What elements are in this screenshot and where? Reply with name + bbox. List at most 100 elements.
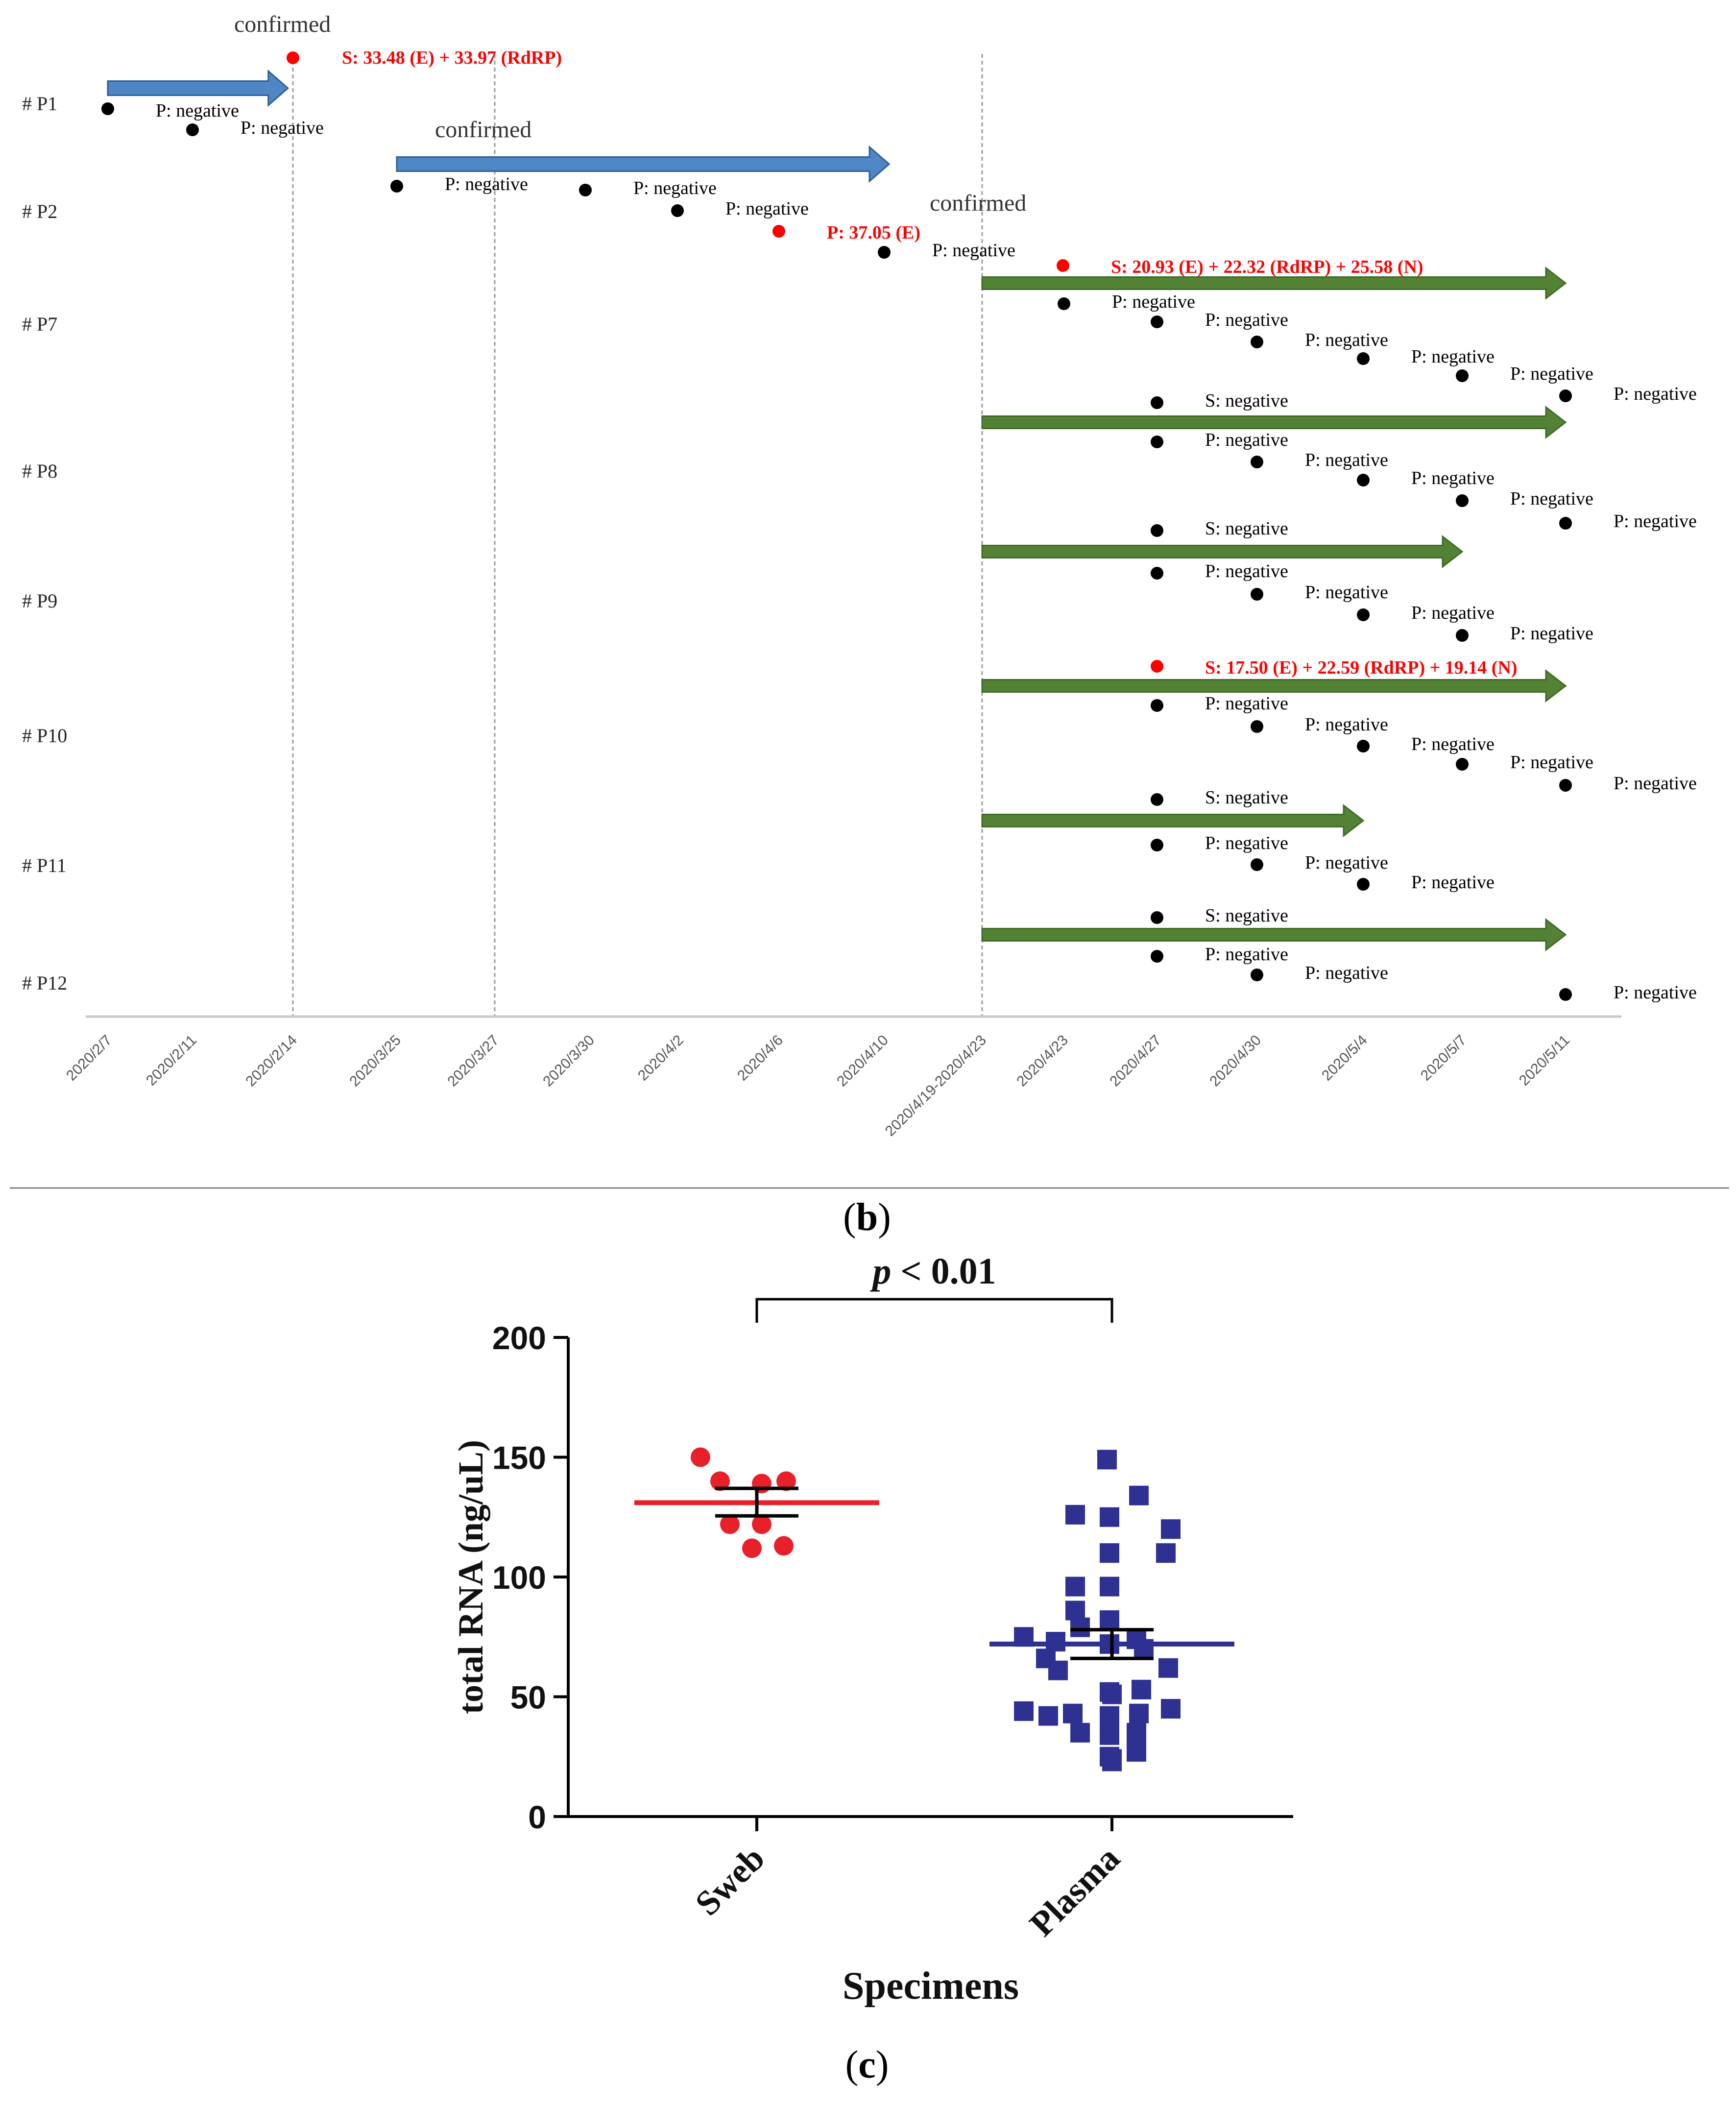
x-axis-title: Specimens (843, 1964, 1019, 2008)
scatter-points (691, 1447, 1181, 1771)
y-tick-label: 100 (492, 1559, 546, 1596)
point-label: P: negative (1510, 752, 1593, 773)
point-label: P: negative (1411, 734, 1495, 754)
arrow-p11 (981, 803, 1365, 838)
point-label: P: negative (156, 100, 239, 121)
point-label: P: negative (1205, 310, 1288, 330)
point-label: P: negative (1411, 603, 1495, 623)
plasma-point (1156, 1543, 1176, 1563)
vertical-guides (292, 54, 983, 1017)
significance-bracket (755, 1298, 1113, 1323)
timeline-point (1151, 699, 1163, 712)
row-label-p10: # P10 (22, 725, 67, 747)
timeline-point (1251, 720, 1263, 733)
sweb-point (742, 1538, 762, 1558)
timeline-point (1151, 911, 1163, 924)
plasma-point (1014, 1701, 1034, 1721)
row-label-p1: # P1 (22, 93, 57, 115)
timeline-point (1456, 494, 1469, 507)
arrow-p12 (981, 918, 1567, 952)
point-label: P: negative (1205, 944, 1288, 965)
timeline-point (287, 51, 299, 64)
plasma-point (1129, 1485, 1149, 1505)
plasma-point (1102, 1751, 1122, 1771)
x-tick-label: 2020/4/10 (834, 1032, 892, 1090)
plasma-point (1065, 1576, 1085, 1597)
arrow-p9 (981, 534, 1464, 569)
y-tick-label: 150 (492, 1440, 546, 1476)
row-label-p2: # P2 (22, 200, 57, 222)
y-tick-label: 0 (528, 1799, 546, 1835)
row-label-p11: # P11 (22, 854, 67, 876)
plasma-point (1100, 1725, 1119, 1745)
plasma-point (1038, 1706, 1058, 1726)
x-tick-label: 2020/4/23 (1013, 1032, 1071, 1090)
plasma-point (1100, 1634, 1119, 1654)
point-label: S: 20.93 (E) + 22.32 (RdRP) + 25.58 (N) (1111, 257, 1423, 277)
point-label: P: negative (1510, 364, 1593, 384)
sweb-point (720, 1514, 740, 1534)
row-label-p12: # P12 (22, 972, 67, 994)
timeline-point (1151, 793, 1163, 806)
point-label: S: negative (1205, 905, 1288, 926)
point-label: P: negative (1305, 963, 1388, 983)
timeline-point (1357, 352, 1370, 365)
timeline-point (101, 102, 114, 115)
confirmed-label: confirmed (435, 117, 531, 143)
plasma-point (1102, 1749, 1122, 1769)
point-label: P: negative (1305, 330, 1388, 350)
timeline-point (1151, 660, 1163, 673)
timeline-point (1151, 315, 1163, 328)
point-label: P: negative (1614, 511, 1697, 532)
timeline-point (1559, 779, 1572, 792)
timeline-point (1456, 629, 1469, 642)
timeline-point (1251, 858, 1263, 871)
plasma-point (1070, 1722, 1090, 1743)
timeline-point (671, 204, 684, 217)
timeline-point (1251, 336, 1263, 348)
point-label: P: negative (1205, 430, 1288, 450)
timeline-point (1151, 396, 1163, 409)
point-label: P: negative (1305, 582, 1388, 603)
plasma-point (1100, 1507, 1119, 1527)
sweb-point (776, 1471, 796, 1491)
plasma-point (1127, 1722, 1146, 1743)
plasma-point (1048, 1660, 1068, 1680)
sweb-point (710, 1471, 730, 1491)
point-label: S: negative (1205, 390, 1288, 411)
x-tick-label: 2020/2/14 (242, 1032, 300, 1090)
plasma-point (1134, 1639, 1154, 1659)
timeline-point (1357, 608, 1370, 621)
timeline-point (1251, 969, 1263, 981)
timeline-point (1151, 950, 1163, 963)
x-tick-label: 2020/5/4 (1319, 1032, 1371, 1084)
plasma-point (1063, 1703, 1083, 1723)
point-label: P: negative (1305, 450, 1388, 470)
point-label: P: negative (1205, 561, 1288, 582)
plasma-point (1065, 1601, 1085, 1621)
point-label: P: negative (1411, 468, 1495, 488)
plasma-point (1129, 1703, 1149, 1723)
point-label: P: negative (1305, 852, 1388, 873)
point-label: S: 17.50 (E) + 22.59 (RdRP) + 19.14 (N) (1205, 657, 1518, 678)
x-tick-label: 2020/2/11 (143, 1032, 200, 1089)
timeline-point (1559, 517, 1572, 530)
timeline-point (1357, 740, 1370, 752)
panel-c-caption: (c) (845, 2043, 889, 2086)
x-tick-label: 2020/4/30 (1206, 1032, 1264, 1090)
timeline-point (1456, 758, 1469, 771)
point-label: P: negative (1112, 291, 1195, 312)
x-tick-label-sweb: Sweb (688, 1839, 772, 1923)
sweb-point (774, 1536, 794, 1556)
timeline-point (1456, 369, 1469, 382)
row-label-p8: # P8 (22, 460, 57, 482)
confirmed-label: confirmed (234, 11, 331, 37)
x-tick-label: 2020/2/7 (63, 1032, 115, 1084)
point-label: P: negative (633, 178, 717, 198)
confirmed-label: confirmed (930, 190, 1026, 216)
plasma-point (1100, 1576, 1119, 1597)
timeline-point (1357, 474, 1370, 486)
timeline-point (1559, 389, 1572, 402)
row-labels: # P1 # P2 # P7 # P8 # P9 # P10 # P11 # P12 (22, 93, 67, 994)
point-label: P: negative (1614, 384, 1697, 404)
